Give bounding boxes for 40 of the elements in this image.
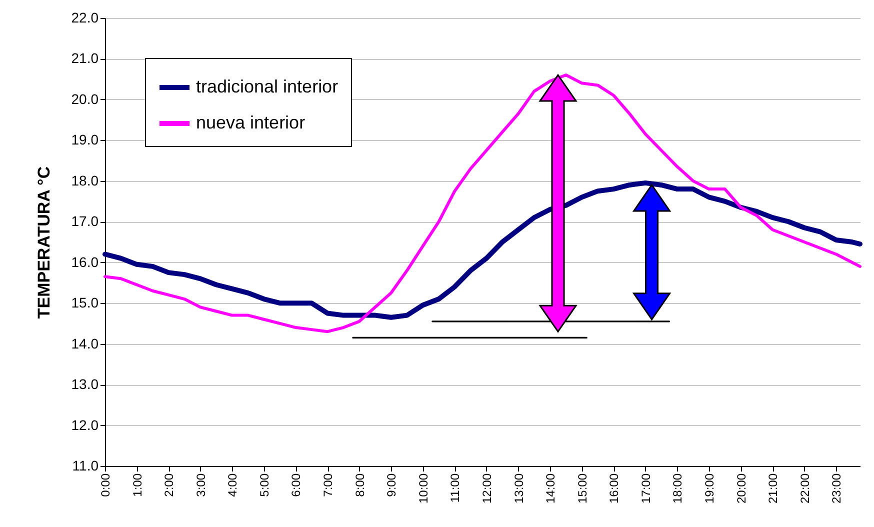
y-axis-title: TEMPERATURA °C (34, 166, 54, 319)
legend-label: nueva interior (196, 112, 306, 132)
y-tick-label: 15.0 (71, 294, 99, 311)
x-tick-label: 13:00 (512, 473, 526, 504)
x-tick-label: 6:00 (289, 473, 304, 497)
y-tick-label: 22.0 (71, 10, 99, 26)
line-series (104, 74, 862, 334)
x-tick-label: 15:00 (575, 473, 590, 504)
legend-label: tradicional interior (196, 76, 338, 96)
y-tick-label: 11.0 (72, 458, 99, 474)
x-tick-label: 17:00 (638, 473, 653, 504)
x-tick-label: 7:00 (321, 473, 336, 497)
x-tick-label: 11:00 (448, 473, 462, 503)
x-tick-label: 22:00 (798, 473, 812, 504)
y-tick-label: 12.0 (71, 416, 99, 433)
y-tick-label: 20.0 (71, 90, 99, 107)
y-tick-label: 13.0 (71, 376, 99, 392)
y-tick-label: 16.0 (71, 254, 99, 270)
x-tick-label: 1:00 (130, 473, 144, 497)
x-tick-label: 10:00 (416, 473, 430, 504)
x-tick-label: 8:00 (352, 473, 367, 497)
y-tick-label: 18.0 (71, 172, 99, 188)
x-tick-label: 14:00 (544, 473, 558, 504)
x-tick-label: 16:00 (607, 473, 622, 504)
x-tick-label: 23:00 (830, 473, 844, 504)
x-tick-label: 12:00 (480, 473, 494, 504)
y-tick-label: 14.0 (71, 335, 99, 352)
y-tick-label: 21.0 (71, 50, 99, 66)
x-tick-label: 5:00 (257, 473, 272, 497)
x-tick-label: 18:00 (670, 473, 685, 504)
x-tick-label: 19:00 (702, 473, 716, 504)
x-tick-label: 3:00 (194, 473, 208, 497)
y-tick-label: 19.0 (71, 132, 99, 148)
x-tick-label: 20:00 (734, 473, 748, 504)
x-tick-label: 2:00 (162, 473, 176, 497)
y-tick-label: 17.0 (71, 213, 99, 230)
x-tick-label: 21:00 (766, 473, 780, 504)
x-tick-label: 9:00 (384, 473, 399, 497)
x-tick-label: 0:00 (98, 473, 112, 497)
x-tick-label: 4:00 (226, 473, 240, 497)
